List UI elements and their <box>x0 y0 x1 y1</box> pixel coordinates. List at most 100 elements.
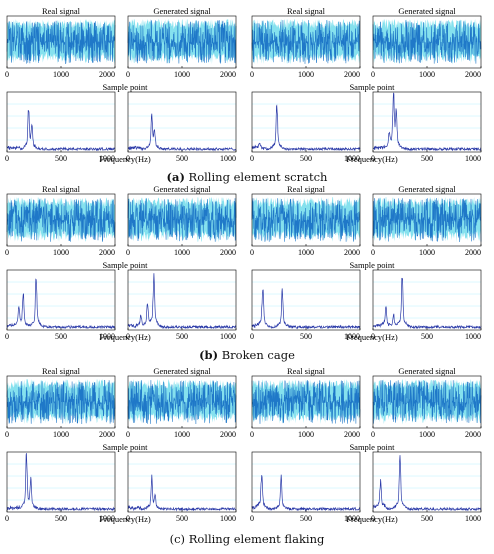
spectrum-line <box>251 288 361 330</box>
spectrum-line <box>372 92 482 152</box>
x-tick-label: 0 <box>371 70 375 79</box>
panel-title: Generated signal <box>398 184 456 194</box>
signal-line <box>372 380 482 424</box>
caption-b-text: Broken cage <box>218 348 295 362</box>
panel-title: Real signal <box>287 184 326 194</box>
panel-b-1: Real signal 0 1000 2000 <box>5 184 116 257</box>
x-tick-label: 1000 <box>419 248 435 257</box>
x-tick-label: 1000 <box>298 70 314 79</box>
x-tick-label: 2000 <box>344 430 360 439</box>
x-tick-label: 2000 <box>465 430 481 439</box>
x-axis-label-frequency: Frequency(Hz) <box>346 514 398 524</box>
x-tick-label: 2000 <box>99 430 115 439</box>
x-tick-label: 0 <box>5 514 9 523</box>
x-axis-label-frequency: Frequency(Hz) <box>99 332 151 342</box>
x-tick-label: 0 <box>371 154 375 163</box>
caption-a: (a) Rolling element scratch <box>0 170 494 184</box>
x-tick-label: 1000 <box>174 248 190 257</box>
x-tick-label: 1000 <box>53 248 69 257</box>
panel-frame <box>6 91 116 153</box>
spectrum-line <box>127 273 237 330</box>
panel-b-5: 0 500 1000 <box>5 269 116 341</box>
x-tick-label: 1000 <box>99 154 115 163</box>
caption-b: (b) Broken cage <box>0 348 494 362</box>
x-tick-label: 1000 <box>174 430 190 439</box>
caption-a-label: (a) <box>166 170 185 184</box>
x-axis-label-sample: Sample point <box>349 442 395 452</box>
x-axis-label-sample: Sample point <box>349 82 395 92</box>
x-tick-label: 0 <box>5 70 9 79</box>
panel-c-1: Real signal 0 1000 2000 <box>5 366 116 439</box>
panel-title: Real signal <box>287 6 326 16</box>
x-tick-label: 1000 <box>220 514 236 523</box>
x-tick-label: 0 <box>126 154 130 163</box>
panel-frame <box>372 451 482 513</box>
caption-c: (c) Rolling element flaking <box>0 532 494 546</box>
panel-c-6: 0 500 1000 <box>126 451 237 523</box>
x-tick-label: 0 <box>250 332 254 341</box>
caption-b-label: (b) <box>199 348 219 362</box>
x-tick-label: 0 <box>5 154 9 163</box>
x-tick-label: 1000 <box>465 332 481 341</box>
x-tick-label: 500 <box>176 514 188 523</box>
x-tick-label: 0 <box>5 332 9 341</box>
spectrum-line <box>127 113 237 152</box>
spectrum-line <box>127 474 237 512</box>
panel-title: Generated signal <box>153 366 211 376</box>
panel-title: Generated signal <box>153 184 211 194</box>
x-tick-label: 1000 <box>298 430 314 439</box>
caption-a-text: Rolling element scratch <box>184 170 328 184</box>
panel-title: Real signal <box>287 366 326 376</box>
x-tick-label: 500 <box>421 332 433 341</box>
x-tick-label: 500 <box>55 514 67 523</box>
panel-title: Real signal <box>42 184 81 194</box>
x-tick-label: 2000 <box>465 70 481 79</box>
signal-line <box>372 197 482 243</box>
panel-a-5: 0 500 1000 <box>5 91 116 163</box>
x-tick-label: 500 <box>55 332 67 341</box>
spectrum-line <box>6 109 116 152</box>
panel-title: Generated signal <box>398 6 456 16</box>
x-tick-label: 2000 <box>220 70 236 79</box>
panel-frame <box>372 269 482 331</box>
x-tick-label: 1000 <box>53 430 69 439</box>
signal-line <box>6 379 116 425</box>
panel-b-4: Generated signal 0 1000 2000 <box>371 184 482 257</box>
signal-line <box>127 19 237 64</box>
x-tick-label: 0 <box>250 430 254 439</box>
x-tick-label: 0 <box>5 248 9 257</box>
panel-c-3: Real signal 0 1000 2000 <box>250 366 361 439</box>
x-tick-label: 0 <box>250 154 254 163</box>
x-axis-label-sample: Sample point <box>102 442 148 452</box>
panel-frame <box>251 269 361 331</box>
x-tick-label: 0 <box>371 248 375 257</box>
x-tick-label: 2000 <box>99 70 115 79</box>
x-tick-label: 1000 <box>465 514 481 523</box>
panel-c-8: 0 500 1000 <box>371 451 482 523</box>
panel-title: Generated signal <box>153 6 211 16</box>
signal-line <box>251 20 361 64</box>
x-tick-label: 1000 <box>344 514 360 523</box>
panel-frame <box>127 269 237 331</box>
x-tick-label: 0 <box>371 514 375 523</box>
panel-frame <box>251 91 361 153</box>
x-axis-label-sample: Sample point <box>349 260 395 270</box>
x-tick-label: 2000 <box>220 248 236 257</box>
spectrum-line <box>251 104 361 152</box>
x-tick-label: 1000 <box>465 154 481 163</box>
x-tick-label: 1000 <box>220 154 236 163</box>
x-tick-label: 0 <box>250 248 254 257</box>
x-tick-label: 1000 <box>298 248 314 257</box>
x-tick-label: 0 <box>126 70 130 79</box>
x-axis-label-frequency: Frequency(Hz) <box>346 154 398 164</box>
panel-frame <box>127 91 237 153</box>
spectrum-line <box>372 455 482 512</box>
x-tick-label: 1000 <box>174 70 190 79</box>
x-tick-label: 1000 <box>99 514 115 523</box>
chart-group-b: Real signal 0 1000 2000 Generated signal 0 100… <box>5 184 482 342</box>
panel-b-6: 0 500 1000 <box>126 269 237 341</box>
signal-line <box>6 198 116 242</box>
x-tick-label: 0 <box>5 430 9 439</box>
x-tick-label: 500 <box>176 332 188 341</box>
